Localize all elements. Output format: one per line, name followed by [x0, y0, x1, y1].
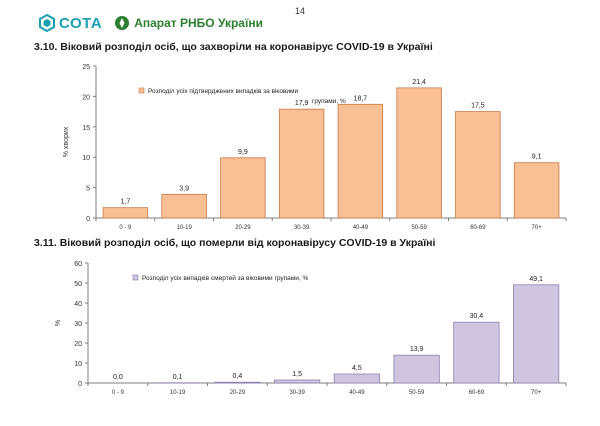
x-tick-label: 20-29 — [230, 390, 246, 396]
legend-swatch — [132, 274, 139, 281]
bar — [396, 87, 442, 219]
bar — [274, 379, 321, 384]
data-label: 17,5 — [471, 103, 485, 110]
x-tick-label: 60-69 — [470, 225, 486, 231]
legend-label: Розподіл усіх випадків смертей за вікови… — [142, 274, 308, 282]
rnbo-emblem-icon — [115, 16, 130, 30]
data-label: 21,4 — [412, 79, 426, 86]
y-tick-label: 25 — [82, 64, 90, 71]
bar — [455, 111, 501, 219]
data-label: 18,7 — [354, 95, 368, 102]
x-tick-label: 30-39 — [289, 390, 305, 396]
data-label: 0,0 — [113, 374, 123, 381]
y-axis-label: % — [55, 320, 62, 326]
sota-hexagon-icon — [39, 14, 55, 32]
data-label: 30,4 — [470, 313, 484, 320]
y-tick-label: 20 — [82, 94, 90, 101]
bar — [102, 207, 149, 219]
x-tick-label: 60-69 — [469, 390, 485, 396]
x-tick-label: 70+ — [531, 390, 542, 396]
data-label: 0,4 — [233, 373, 243, 380]
y-tick-label: 10 — [82, 155, 90, 162]
chart-deaths-title: 3.11. Віковий розподіл осіб, що померли … — [34, 237, 436, 249]
y-tick-label: 30 — [74, 321, 82, 328]
y-tick-label: 5 — [86, 186, 90, 193]
chart-cases: 0 5 10 15 20 25 % хворих 1,7 0 - 9 3,9 10-19 9,9 20-… — [63, 64, 567, 231]
y-tick-label: 50 — [74, 281, 82, 288]
legend-label: Розподіл усіх підтверджених випадків за … — [148, 87, 298, 95]
y-tick-label: 0 — [78, 381, 82, 388]
bar — [513, 284, 560, 384]
header: СОТА Апарат РНБО України — [38, 12, 263, 34]
x-tick-label: 40-49 — [353, 225, 369, 231]
bar — [333, 373, 380, 384]
legend-swatch — [138, 87, 145, 94]
sota-logo-text: СОТА — [59, 14, 103, 32]
page-number: 14 — [294, 6, 305, 16]
sota-logo: СОТА — [38, 14, 102, 32]
bar — [337, 103, 384, 219]
y-tick-label: 10 — [74, 361, 82, 368]
data-label: 9,1 — [532, 154, 542, 161]
rnbo-logo: Апарат РНБО України — [114, 15, 263, 31]
data-label: 49,1 — [529, 276, 543, 283]
data-label: 4,5 — [352, 365, 362, 372]
bar — [220, 157, 266, 219]
x-tick-label: 50-59 — [411, 225, 427, 231]
bar — [161, 193, 207, 219]
chart-cases-title: 3.10. Віковий розподіл осіб, що захворіл… — [34, 41, 433, 53]
data-label: 13,9 — [410, 346, 424, 353]
y-tick-label: 60 — [74, 261, 82, 268]
bar — [513, 162, 560, 219]
data-label: 3,9 — [179, 185, 189, 192]
y-tick-label: 40 — [74, 301, 82, 308]
x-tick-label: 10-19 — [176, 225, 192, 231]
rnbo-org-name: Апарат РНБО України — [134, 16, 263, 30]
x-tick-label: 0 - 9 — [119, 225, 132, 231]
y-axis-label: % хворих — [63, 126, 70, 157]
bar — [393, 354, 440, 384]
data-label: 0,1 — [173, 374, 183, 381]
data-label: 9,9 — [238, 149, 248, 156]
x-tick-label: 70+ — [532, 225, 543, 231]
data-label: 17,9 — [295, 100, 309, 107]
x-tick-label: 50-59 — [409, 390, 425, 396]
chart-deaths: 0 10 20 30 40 50 60% 0,0 0 - 9 0,1 10-19 0,4 20-29 1,… — [55, 261, 567, 396]
y-tick-label: 15 — [82, 125, 90, 132]
data-label: 1,5 — [292, 371, 302, 378]
x-tick-label: 0 - 9 — [112, 390, 125, 396]
x-tick-label: 20-29 — [235, 225, 251, 231]
x-tick-label: 30-39 — [294, 225, 310, 231]
x-tick-label: 10-19 — [170, 390, 186, 396]
y-tick-label: 0 — [86, 216, 90, 223]
bar — [214, 381, 261, 384]
x-tick-label: 40-49 — [349, 390, 365, 396]
legend-label: групами, % — [312, 98, 346, 105]
data-label: 1,7 — [121, 199, 131, 206]
bar — [453, 321, 500, 384]
y-tick-label: 20 — [74, 341, 82, 348]
bar — [278, 108, 325, 219]
